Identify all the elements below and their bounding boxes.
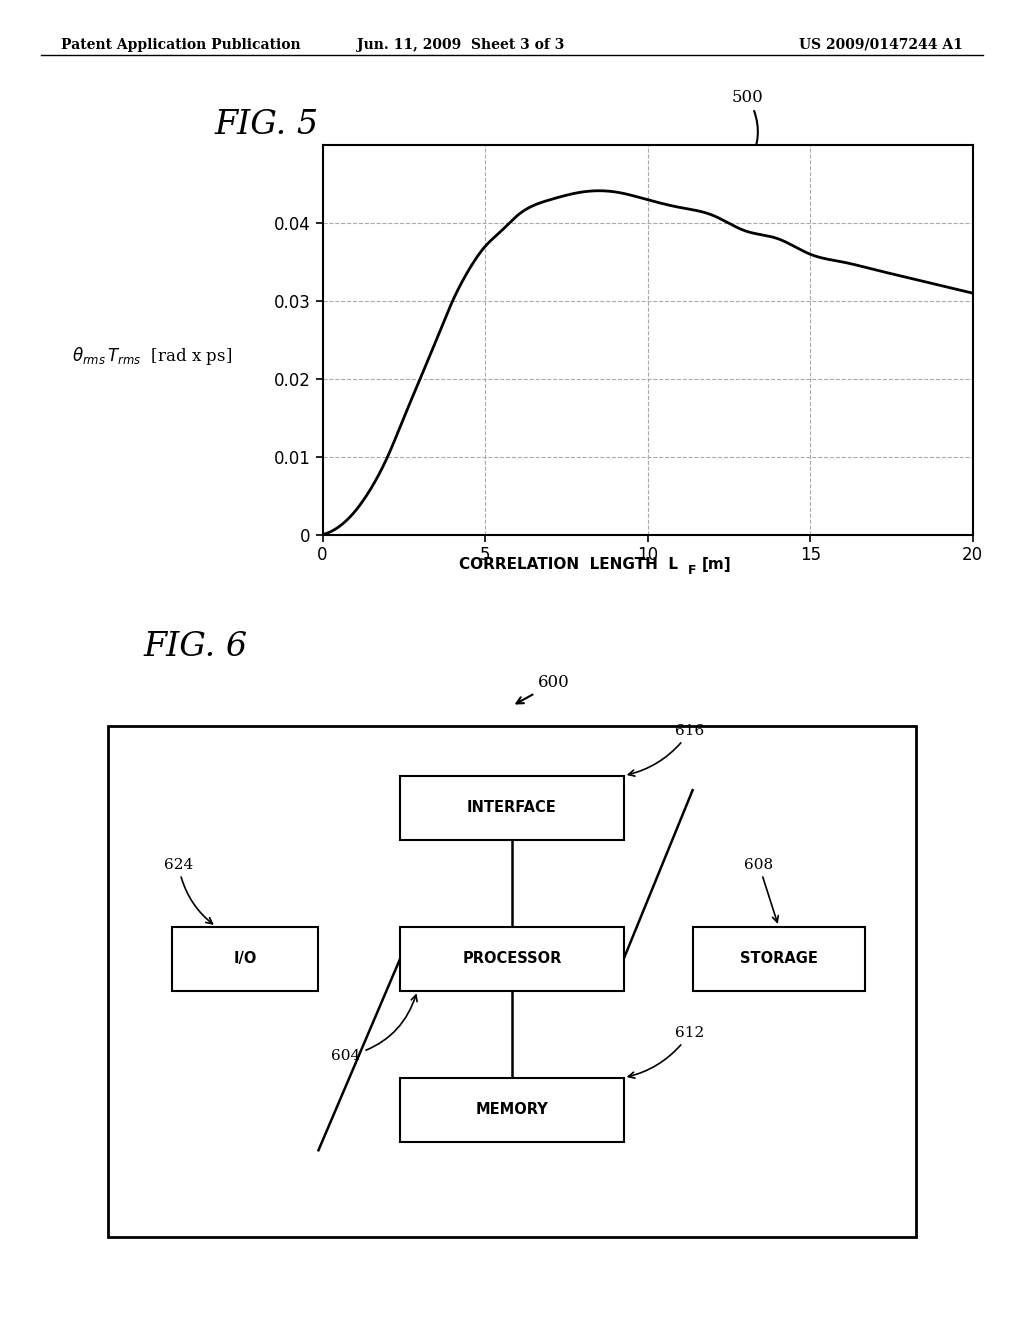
Text: 624: 624 [164, 858, 212, 924]
Text: FIG. 5: FIG. 5 [214, 110, 318, 141]
Bar [108, 726, 916, 1237]
Bar [172, 927, 318, 990]
Text: US 2009/0147244 A1: US 2009/0147244 A1 [799, 38, 963, 51]
Text: 608: 608 [744, 858, 778, 923]
Text: STORAGE: STORAGE [739, 952, 817, 966]
Text: I/O: I/O [233, 952, 257, 966]
Text: FIG. 6: FIG. 6 [143, 631, 248, 663]
Bar [400, 1077, 624, 1142]
Text: MEMORY: MEMORY [475, 1102, 549, 1117]
Text: $\theta_{rms}\,T_{rms}$  [rad x ps]: $\theta_{rms}\,T_{rms}$ [rad x ps] [72, 346, 231, 367]
Text: [m]: [m] [701, 557, 731, 573]
Text: INTERFACE: INTERFACE [467, 800, 557, 814]
Bar [692, 927, 864, 990]
Text: CORRELATION  LENGTH  L: CORRELATION LENGTH L [459, 557, 678, 573]
Bar [400, 776, 624, 840]
Text: 604: 604 [332, 995, 417, 1063]
Text: Jun. 11, 2009  Sheet 3 of 3: Jun. 11, 2009 Sheet 3 of 3 [357, 38, 564, 51]
Text: Patent Application Publication: Patent Application Publication [61, 38, 301, 51]
Text: 500: 500 [731, 88, 764, 161]
Bar [400, 927, 624, 990]
Text: 600: 600 [516, 675, 569, 704]
Text: PROCESSOR: PROCESSOR [462, 952, 562, 966]
Text: 616: 616 [629, 723, 705, 776]
Text: F: F [688, 564, 696, 577]
Text: 612: 612 [629, 1026, 705, 1078]
